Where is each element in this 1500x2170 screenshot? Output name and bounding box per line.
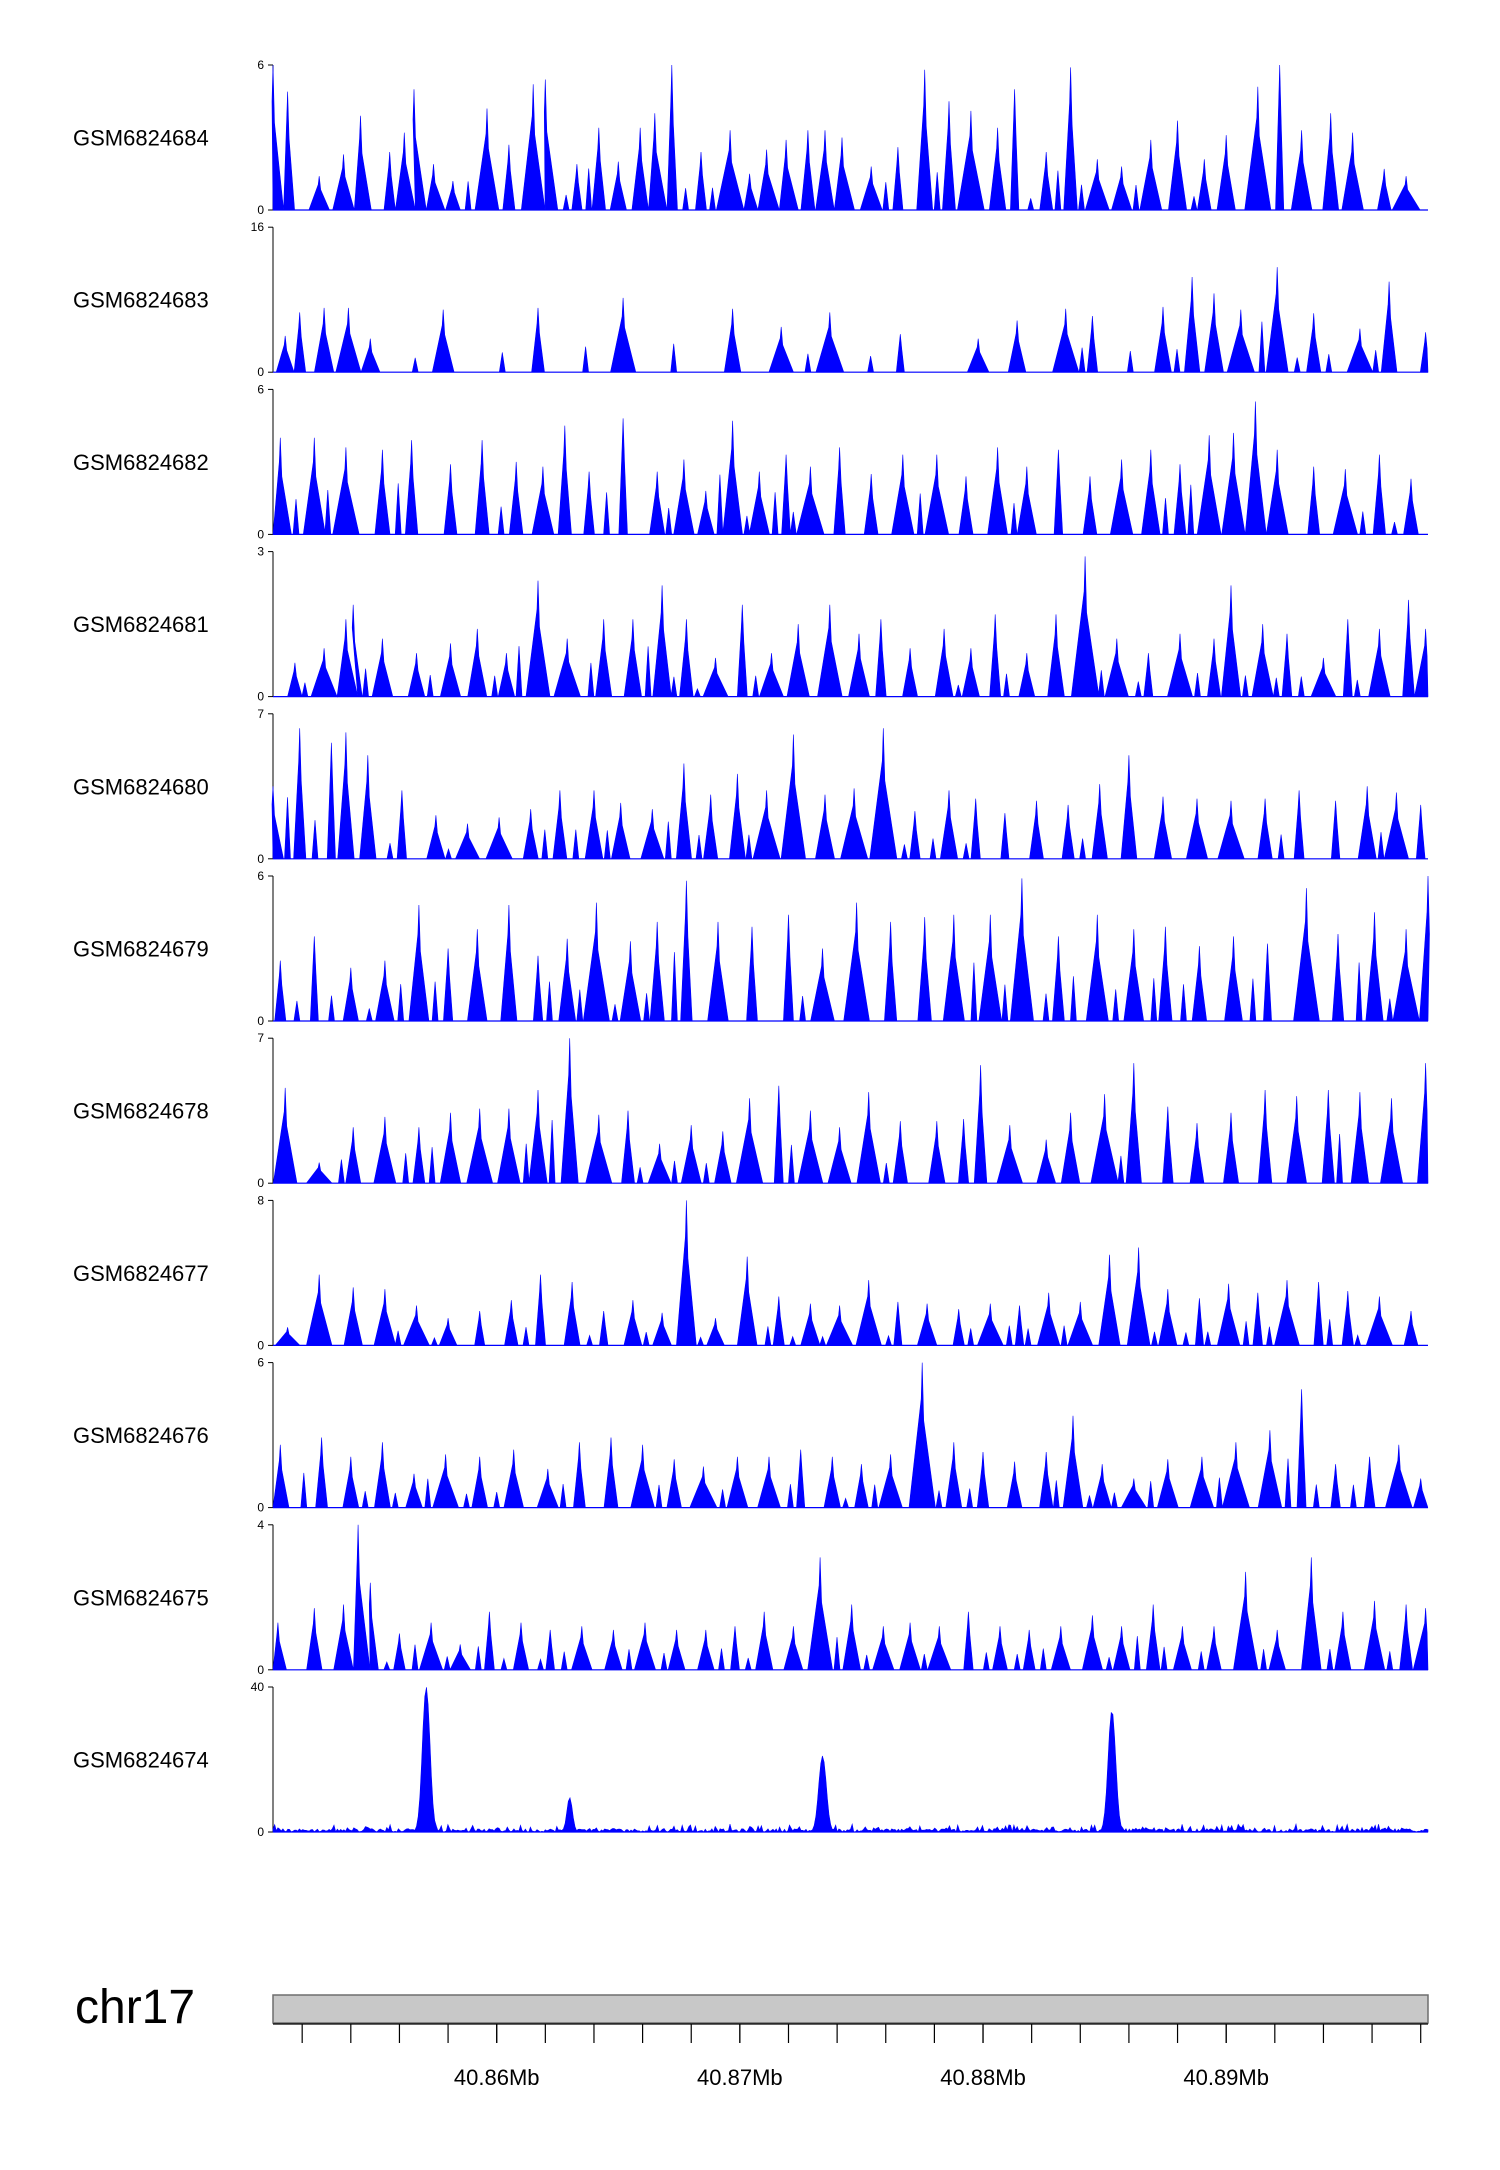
y-tick-label-min: 0	[257, 690, 264, 704]
y-tick-label-max: 7	[257, 1031, 264, 1045]
track-GSM6824676: GSM6824676 6 0	[73, 1356, 1429, 1515]
y-tick-label-max: 8	[257, 1193, 264, 1207]
chromosome-band	[272, 1994, 1429, 2024]
track-label: GSM6824675	[73, 1585, 209, 1610]
y-tick-label-max: 7	[257, 707, 264, 721]
data-tracks: GSM682468460GSM6824683160GSM682468260GSM…	[73, 58, 1430, 1839]
chromosome-ideogram: chr17	[75, 1981, 1429, 2034]
y-tick-label-max: 4	[257, 1518, 264, 1532]
x-tick-label: 40.88Mb	[940, 2065, 1026, 2090]
y-tick-label-min: 0	[257, 203, 264, 217]
y-tick-label-min: 0	[257, 852, 264, 866]
genomic-axis: 40.86Mb 40.87Mb 40.88Mb 40.89Mb	[273, 2023, 1428, 2090]
y-tick-label-max: 6	[257, 1356, 264, 1370]
coverage-area	[272, 1524, 1429, 1671]
coverage-area	[273, 556, 1429, 698]
coverage-area	[272, 1687, 1429, 1833]
track-label: GSM6824679	[73, 937, 209, 962]
track-GSM6824674: GSM6824674 40 0	[73, 1680, 1429, 1839]
track-GSM6824680: GSM6824680 7 0	[73, 707, 1428, 866]
track-GSM6824684: GSM6824684 6 0	[73, 58, 1428, 217]
y-tick-label-max: 6	[257, 869, 264, 883]
y-tick-label-min: 0	[257, 365, 264, 379]
track-label: GSM6824682	[73, 450, 209, 475]
y-tick-label-min: 0	[257, 1825, 264, 1839]
track-label: GSM6824674	[73, 1748, 209, 1773]
y-tick-label-max: 3	[257, 545, 264, 559]
y-tick-label-min: 0	[257, 1663, 264, 1677]
coverage-area	[271, 728, 1428, 860]
chromosome-label: chr17	[75, 1981, 195, 2034]
track-GSM6824682: GSM6824682 6 0	[73, 382, 1428, 541]
coverage-area	[271, 64, 1428, 211]
track-GSM6824678: GSM6824678 7 0	[73, 1031, 1429, 1190]
x-tick-label: 40.86Mb	[454, 2065, 540, 2090]
y-tick-label-min: 0	[257, 527, 264, 541]
track-GSM6824681: GSM6824681 3 0	[73, 545, 1429, 704]
track-label: GSM6824684	[73, 126, 209, 151]
y-tick-label-max: 6	[257, 382, 264, 396]
coverage-area	[273, 267, 1429, 374]
coverage-area	[273, 1038, 1429, 1184]
track-label: GSM6824677	[73, 1261, 209, 1286]
track-label: GSM6824681	[73, 612, 209, 637]
track-GSM6824677: GSM6824677 8 0	[73, 1193, 1428, 1352]
track-label: GSM6824678	[73, 1099, 209, 1124]
y-tick-label-min: 0	[257, 1176, 264, 1190]
track-label: GSM6824683	[73, 288, 209, 313]
y-tick-label-min: 0	[257, 1338, 264, 1352]
y-tick-label-max: 6	[257, 58, 264, 72]
track-label: GSM6824680	[73, 774, 209, 799]
track-GSM6824683: GSM6824683 16 0	[73, 220, 1429, 379]
y-tick-label-min: 0	[257, 1014, 264, 1028]
y-tick-label-max: 16	[251, 220, 265, 234]
track-GSM6824675: GSM6824675 4 0	[73, 1518, 1429, 1677]
coverage-area	[273, 875, 1430, 1022]
y-tick-label-max: 40	[251, 1680, 265, 1694]
coverage-area	[272, 401, 1428, 535]
x-tick-label: 40.87Mb	[697, 2065, 783, 2090]
track-label: GSM6824676	[73, 1423, 209, 1448]
coverage-area	[273, 1200, 1428, 1346]
y-tick-label-min: 0	[257, 1501, 264, 1515]
track-GSM6824679: GSM6824679 6 0	[73, 869, 1430, 1028]
x-tick-label: 40.89Mb	[1183, 2065, 1269, 2090]
coverage-area	[272, 1362, 1429, 1508]
